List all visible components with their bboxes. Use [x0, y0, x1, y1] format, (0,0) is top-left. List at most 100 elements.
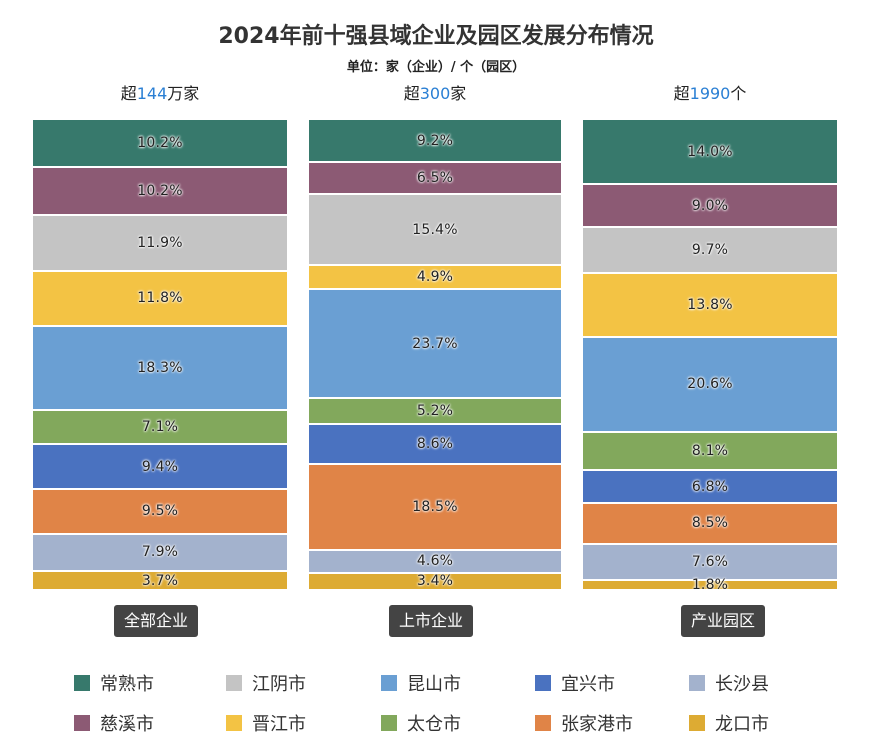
bar-segment-0-2: 11.9%	[33, 216, 287, 270]
legend-item: 慈溪市	[74, 710, 154, 736]
data-label: 23.7%	[412, 335, 458, 352]
legend-swatch	[535, 715, 551, 731]
data-label: 20.6%	[687, 376, 733, 393]
data-label: 8.1%	[691, 443, 729, 460]
category-label-all-enterprises: 全部企业	[114, 605, 199, 637]
data-label: 9.7%	[691, 241, 729, 258]
data-label: 3.7%	[141, 572, 179, 589]
legend-label: 龙口市	[715, 714, 769, 735]
data-label: 3.4%	[416, 573, 454, 590]
chart-title: 2024年前十强县域企业及园区发展分布情况	[218, 24, 654, 49]
data-label: 1.8%	[691, 576, 729, 593]
column-header-listed-enterprises: 超300家	[305, 80, 565, 104]
legend-label: 常熟市	[100, 674, 154, 695]
bar-segment-2-0: 14.0%	[583, 120, 837, 184]
bar-segment-1-0: 9.2%	[309, 120, 561, 162]
data-label: 15.4%	[412, 221, 458, 238]
bar-segment-2-8: 7.6%	[583, 544, 837, 579]
bar-segment-0-7: 9.5%	[33, 489, 287, 533]
chart-subtitle: 单位：家（企业）/ 个（园区）	[346, 60, 526, 75]
legend-label: 慈溪市	[100, 714, 154, 735]
bar-segment-2-5: 8.1%	[583, 432, 837, 470]
bar-segment-2-4: 20.6%	[583, 337, 837, 431]
data-label: 6.5%	[416, 170, 454, 187]
legend-item: 长沙县	[689, 670, 769, 696]
legend-item: 昆山市	[381, 670, 461, 696]
legend-swatch	[226, 675, 242, 691]
legend-swatch	[74, 715, 90, 731]
bar-segment-1-9: 3.4%	[309, 573, 561, 590]
data-label: 9.2%	[416, 132, 454, 149]
legend-label: 晋江市	[252, 714, 306, 735]
header-suffix: 万家	[167, 84, 200, 103]
bar-segment-0-5: 7.1%	[33, 411, 287, 444]
data-label: 18.5%	[412, 499, 458, 516]
header-prefix: 超	[673, 84, 690, 103]
legend-swatch	[226, 715, 242, 731]
data-label: 4.6%	[416, 553, 454, 570]
header-number: 1990	[689, 84, 731, 103]
data-label: 11.9%	[137, 234, 183, 251]
legend-swatch	[381, 675, 397, 691]
bar-segment-0-0: 10.2%	[33, 120, 287, 166]
bar-segment-0-9: 3.7%	[33, 572, 287, 589]
column-header-all-enterprises: 超144万家	[30, 80, 290, 104]
data-label: 13.8%	[687, 296, 733, 313]
bar-segment-1-2: 15.4%	[309, 194, 561, 265]
data-label: 7.9%	[141, 544, 179, 561]
bar-segment-1-4: 23.7%	[309, 290, 561, 398]
bar-segment-0-6: 9.4%	[33, 445, 287, 488]
legend-swatch	[689, 715, 705, 731]
data-label: 18.3%	[137, 360, 183, 377]
legend-swatch	[74, 675, 90, 691]
legend-label: 张家港市	[561, 714, 633, 735]
data-label: 10.2%	[137, 135, 183, 151]
legend-label: 长沙县	[715, 674, 769, 695]
category-label-industrial-parks: 产业园区	[681, 605, 766, 637]
bar-segment-0-3: 11.8%	[33, 271, 287, 325]
data-label: 8.6%	[416, 436, 454, 453]
header-suffix: 家	[450, 84, 467, 103]
bar-segment-2-2: 9.7%	[583, 227, 837, 272]
bar-segment-1-7: 18.5%	[309, 465, 561, 549]
legend-item: 太仓市	[381, 710, 461, 736]
header-suffix: 个	[730, 84, 747, 103]
bar-segment-0-4: 18.3%	[33, 326, 287, 410]
bar-segment-2-6: 6.8%	[583, 471, 837, 503]
data-label: 7.1%	[141, 419, 179, 436]
data-label: 9.4%	[141, 458, 179, 475]
bar-segment-1-8: 4.6%	[309, 550, 561, 572]
legend-swatch	[535, 675, 551, 691]
legend-label: 宜兴市	[561, 674, 615, 695]
bar-segment-2-3: 13.8%	[583, 273, 837, 336]
legend-swatch	[689, 675, 705, 691]
bar-segment-1-6: 8.6%	[309, 424, 561, 464]
legend-swatch	[381, 715, 397, 731]
data-label: 8.5%	[691, 515, 729, 532]
data-label: 6.8%	[691, 478, 729, 495]
legend-item: 江阴市	[226, 670, 306, 696]
data-label: 9.0%	[691, 197, 729, 214]
bar-segment-1-3: 4.9%	[309, 266, 561, 289]
header-prefix: 超	[120, 84, 137, 103]
bar-segment-2-9: 1.8%	[583, 577, 837, 593]
legend-item: 张家港市	[535, 710, 633, 736]
data-label: 5.2%	[416, 402, 454, 419]
bar-segment-2-7: 8.5%	[583, 504, 837, 543]
legend-item: 常熟市	[74, 670, 154, 696]
stacked-bar-plot: 10.2% 10.2% 11.9% 11.8% 18.3% 7.1% 9.4% 9.5% 7.9…	[33, 120, 837, 593]
header-prefix: 超	[403, 84, 420, 103]
header-number: 300	[419, 84, 451, 103]
bar-segment-0-1: 10.2%	[33, 168, 287, 214]
category-label-listed-enterprises: 上市企业	[389, 605, 474, 637]
legend-item: 晋江市	[226, 710, 306, 736]
bar-segment-0-8: 7.9%	[33, 534, 287, 571]
legend-item: 龙口市	[689, 710, 769, 736]
legend-label: 江阴市	[252, 674, 306, 695]
legend-item: 宜兴市	[535, 670, 615, 696]
data-label: 14.0%	[687, 143, 733, 160]
data-label: 10.2%	[137, 183, 183, 199]
bar-segment-1-1: 6.5%	[309, 163, 561, 193]
legend-label: 昆山市	[407, 674, 461, 695]
column-header-industrial-parks: 超1990个	[580, 80, 840, 104]
